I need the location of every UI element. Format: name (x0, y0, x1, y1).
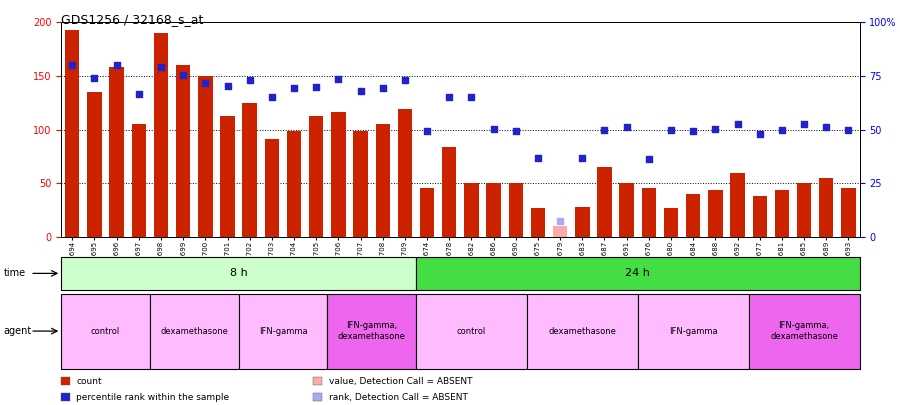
Point (598, 126, 612, 133)
Bar (553, 226, 567, 237)
Text: value, Detection Call = ABSENT: value, Detection Call = ABSENT (328, 377, 472, 386)
Point (819, 124, 833, 131)
Text: percentile rank within the sample: percentile rank within the sample (76, 393, 230, 402)
Bar (309, 116, 323, 237)
Bar (265, 139, 279, 237)
Point (265, 94, 279, 100)
Point (730, 121, 744, 128)
Bar (420, 188, 435, 237)
Bar (575, 207, 590, 237)
Bar (442, 147, 456, 237)
Text: 24 h: 24 h (626, 269, 650, 278)
Point (575, 154, 590, 161)
Text: control: control (457, 326, 486, 336)
Bar (819, 178, 833, 237)
Point (619, 124, 634, 131)
Bar (752, 196, 767, 237)
Point (398, 77, 412, 83)
Text: IFN-gamma,
dexamethasone: IFN-gamma, dexamethasone (338, 322, 406, 341)
Bar (749, 294, 860, 369)
Text: GDS1256 / 32168_s_at: GDS1256 / 32168_s_at (61, 13, 203, 26)
Text: rank, Detection Call = ABSENT: rank, Detection Call = ABSENT (328, 393, 467, 402)
Bar (642, 188, 656, 237)
Point (176, 72, 191, 78)
Bar (154, 33, 168, 237)
Point (664, 126, 679, 133)
Bar (150, 294, 238, 369)
Text: agent: agent (4, 326, 32, 336)
Bar (638, 294, 749, 369)
Point (531, 154, 545, 161)
Bar (398, 109, 412, 237)
Text: count: count (76, 377, 102, 386)
Text: dexamethasone: dexamethasone (548, 326, 617, 336)
Bar (328, 294, 416, 369)
Point (309, 83, 323, 90)
Point (154, 64, 168, 70)
Text: time: time (4, 269, 26, 278)
Bar (416, 257, 860, 290)
Bar (619, 183, 634, 237)
Bar (61, 294, 150, 369)
Bar (842, 188, 856, 237)
Bar (664, 208, 679, 237)
Point (420, 128, 435, 134)
Bar (238, 294, 328, 369)
Bar (416, 294, 526, 369)
Point (220, 82, 235, 89)
Point (796, 121, 811, 128)
Point (842, 126, 856, 133)
Point (87, 75, 102, 81)
Bar (65, 30, 79, 237)
Bar (796, 183, 811, 237)
Point (65, 62, 79, 68)
Bar (87, 92, 102, 237)
Bar (486, 183, 500, 237)
Point (198, 80, 212, 87)
Point (131, 91, 146, 98)
Point (464, 94, 479, 100)
Text: IFN-gamma,
dexamethasone: IFN-gamma, dexamethasone (770, 322, 838, 341)
Text: dexamethasone: dexamethasone (160, 326, 229, 336)
Bar (220, 116, 235, 237)
Point (242, 77, 256, 83)
Point (354, 88, 368, 94)
Bar (375, 124, 390, 237)
Bar (176, 65, 191, 237)
Point (331, 76, 346, 82)
Bar (354, 131, 368, 237)
Bar (775, 190, 789, 237)
Bar (110, 67, 124, 237)
Text: IFN-gamma: IFN-gamma (669, 326, 717, 336)
Bar (242, 103, 256, 237)
Point (486, 125, 500, 132)
Bar (198, 76, 212, 237)
Point (508, 128, 523, 134)
Text: IFN-gamma: IFN-gamma (258, 326, 307, 336)
Bar (508, 183, 523, 237)
Bar (131, 124, 146, 237)
Point (775, 126, 789, 133)
Bar (730, 173, 744, 237)
Bar (331, 113, 346, 237)
Point (553, 217, 567, 224)
Bar (531, 208, 545, 237)
Point (110, 62, 124, 68)
Point (375, 85, 390, 91)
Text: 8 h: 8 h (230, 269, 248, 278)
Bar (287, 131, 302, 237)
Point (708, 125, 723, 132)
Point (642, 156, 656, 162)
Bar (464, 183, 479, 237)
Bar (598, 167, 612, 237)
Bar (526, 294, 638, 369)
Bar (708, 190, 723, 237)
Point (752, 131, 767, 137)
Point (686, 128, 700, 134)
Bar (61, 257, 416, 290)
Point (442, 94, 456, 100)
Bar (686, 194, 700, 237)
Point (287, 85, 302, 91)
Text: control: control (91, 326, 121, 336)
